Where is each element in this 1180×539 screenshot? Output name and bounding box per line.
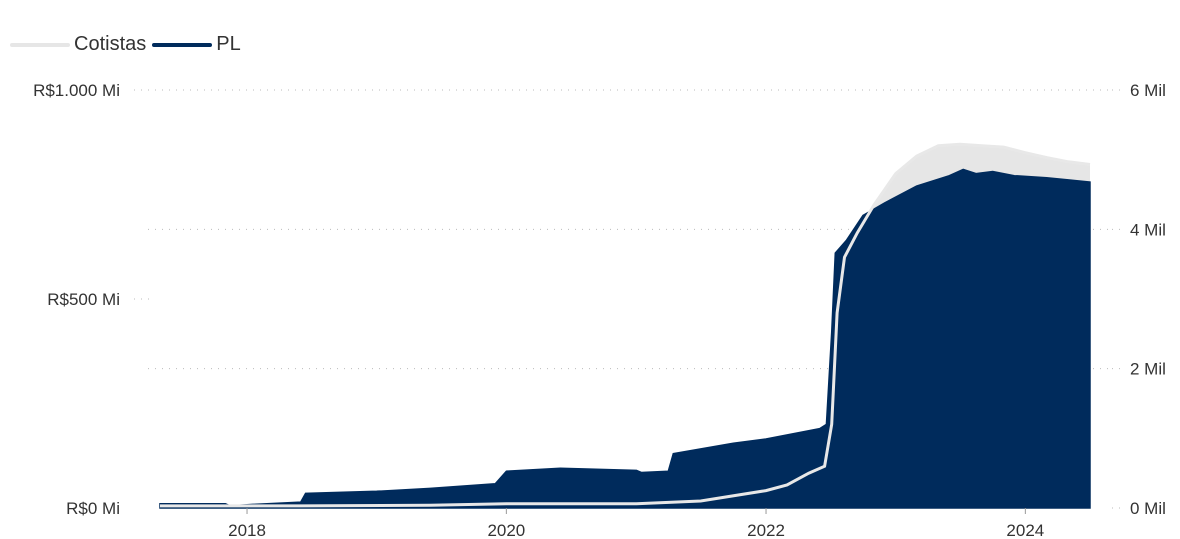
x-tick-label-2: 2022 xyxy=(747,521,785,539)
legend-swatch-cotistas xyxy=(10,42,70,47)
legend-label-cotistas: Cotistas xyxy=(74,33,147,55)
y-left-tick-label-1: R$500 Mi xyxy=(47,290,120,309)
y-right-tick-label-3: 6 Mil xyxy=(1130,81,1166,100)
x-tick-label-3: 2024 xyxy=(1006,521,1044,539)
y-left-tick-label-2: R$1.000 Mi xyxy=(33,81,120,100)
legend-item-cotistas[interactable]: Cotistas xyxy=(10,33,146,56)
chart-legend: Cotistas PL xyxy=(10,33,243,56)
x-tick-label-1: 2020 xyxy=(487,521,525,539)
series-area-pl xyxy=(159,168,1091,509)
x-tick-label-0: 2018 xyxy=(228,521,266,539)
legend-swatch-pl xyxy=(152,42,213,47)
y-right-tick-label-2: 4 Mil xyxy=(1130,220,1166,239)
y-left-tick-label-0: R$0 Mi xyxy=(66,499,120,518)
legend-item-pl[interactable]: PL xyxy=(152,33,241,56)
y-right-tick-label-0: 0 Mil xyxy=(1130,499,1166,518)
legend-label-pl: PL xyxy=(216,33,241,55)
y-right-tick-label-1: 2 Mil xyxy=(1130,360,1166,379)
series-line-cotistas xyxy=(160,142,1091,508)
gridlines xyxy=(134,89,1110,370)
